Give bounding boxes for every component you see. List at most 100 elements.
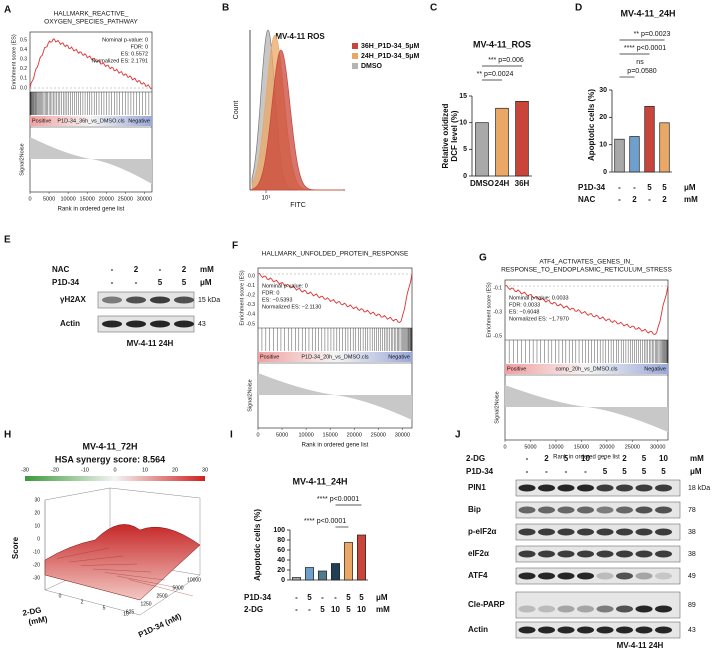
label: 10000 [187, 577, 201, 583]
label: Signal2Noise [247, 379, 253, 411]
label: ** p=0.0024 [477, 71, 514, 78]
panel-letter: G [479, 253, 487, 264]
label: Apoptotic cells (%) [253, 509, 262, 581]
band [577, 506, 594, 514]
row-label: P1D-34 [244, 593, 272, 602]
mesh [56, 547, 110, 559]
gsea-title: ATF4_ACTIVATES_GENES_IN_ [539, 259, 634, 266]
label: ATF4 [468, 571, 488, 580]
row-unit: mM [684, 195, 698, 204]
band [557, 605, 575, 613]
row-value: - [295, 593, 298, 602]
label: 43 [688, 627, 696, 634]
x-tick-label: DMSO [470, 179, 494, 188]
row-value: 5 [359, 593, 364, 602]
row-value: - [526, 467, 529, 476]
band [577, 626, 594, 634]
band [655, 484, 672, 492]
row-value: - [618, 183, 621, 192]
label: 30000 [137, 196, 152, 202]
label: 2500 [156, 593, 167, 599]
y-tick-label: 40 [277, 557, 285, 564]
label: -30 [33, 575, 40, 581]
band [616, 572, 633, 580]
band [577, 572, 594, 580]
label: -0.2 [246, 293, 255, 299]
x-tick-label: 36H [515, 179, 530, 188]
band [538, 506, 555, 514]
label: -20 [51, 467, 59, 473]
band [538, 572, 555, 580]
legend-swatch [352, 63, 358, 69]
label: Positive [260, 354, 279, 360]
band [538, 484, 555, 492]
bar [629, 136, 640, 173]
row-value: - [633, 183, 636, 192]
label: -0.5 [246, 321, 255, 327]
label: ES: −0.6048 [509, 309, 539, 315]
row-value: 2 [622, 454, 627, 463]
row-label: NAC [52, 265, 70, 274]
label: **** p<0.0001 [317, 496, 359, 503]
label: eIF2α [468, 549, 489, 558]
band [635, 572, 653, 580]
y-tick-label: 20 [599, 114, 607, 121]
y-tick-label: 100 [273, 527, 285, 534]
row-value: - [159, 265, 162, 274]
band [635, 626, 653, 634]
label: -0.3 [246, 302, 255, 308]
label: 5 [103, 605, 106, 611]
ranked-metric [30, 137, 152, 184]
rank-strip [258, 352, 412, 362]
band [518, 550, 536, 558]
band [557, 484, 575, 492]
es-curve [257, 272, 413, 323]
band [596, 506, 614, 514]
label: 0 [59, 593, 62, 599]
band [596, 626, 614, 634]
band [518, 484, 536, 492]
bar [475, 122, 489, 177]
band [102, 320, 122, 328]
label: MV-4-11_24H [292, 476, 347, 486]
row-label: P1D-34 [52, 278, 80, 287]
label: P1D-34 (nM) [137, 612, 183, 640]
y-tick-label: 80 [277, 537, 285, 544]
label: p=0.0580 [627, 68, 656, 75]
band [577, 484, 594, 492]
band [126, 296, 146, 304]
label: 20 [34, 510, 40, 516]
label: 0 [37, 536, 40, 542]
label: 0.3 [20, 57, 27, 63]
label: -0.1 [246, 283, 255, 289]
gsea-title: HALLMARK_REACTIVE_ [54, 11, 129, 18]
row-value: - [321, 593, 324, 602]
band [655, 506, 672, 514]
row-value: 5 [307, 593, 312, 602]
row-value: 5 [346, 593, 351, 602]
ranked-metric [505, 385, 668, 432]
ranked-metric [258, 373, 412, 420]
row-value: 5 [346, 605, 351, 614]
label: Enrichment score (ES) [11, 34, 17, 89]
label: -10 [33, 549, 40, 555]
row-value: - [334, 593, 337, 602]
label: Rank in ordered gene list [302, 443, 369, 449]
label: 30000 [650, 444, 665, 450]
label: 25000 [118, 196, 133, 202]
label: DCF level (%) [450, 110, 459, 161]
label: 15000 [574, 444, 589, 450]
row-label: P1D-34 [466, 467, 494, 476]
label: Rank in ordered gene list [553, 455, 620, 461]
row-unit: μM [376, 593, 388, 602]
label: 38 [688, 529, 696, 536]
mesh [104, 572, 166, 581]
label: Enrichment score (ES) [486, 282, 492, 337]
row-value: - [618, 195, 621, 204]
band [596, 528, 614, 536]
band [518, 506, 536, 514]
y-tick-label: 10 [599, 142, 607, 149]
row-label: NAC [578, 195, 596, 204]
label: 0.2 [20, 66, 27, 72]
label: ns [636, 59, 644, 66]
